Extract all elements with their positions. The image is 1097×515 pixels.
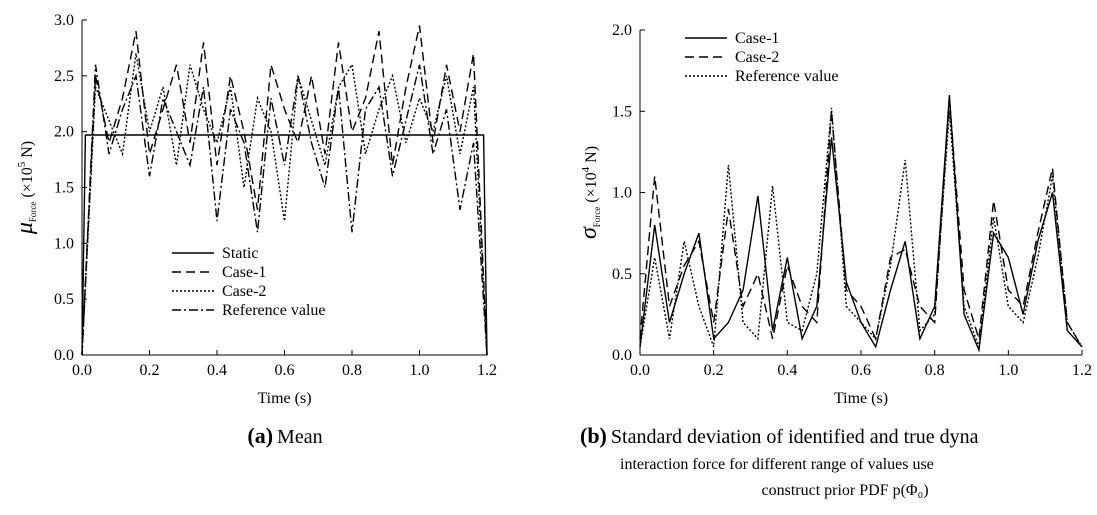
- caption-line: interaction force for different range of…: [620, 456, 934, 473]
- y-label-unit: N): [583, 146, 600, 167]
- y-tick-label: 2.0: [612, 22, 632, 39]
- legend-label: Reference value: [735, 68, 838, 85]
- x-tick-label: 0.4: [777, 362, 797, 379]
- y-label-subscript: Force: [28, 202, 38, 223]
- x-tick-label: 1.0: [410, 362, 430, 379]
- x-tick-label: 0.0: [72, 362, 92, 379]
- y-label-unit: N): [19, 141, 36, 162]
- y-label-symbol: σ: [576, 226, 602, 239]
- legend-label: Static: [222, 245, 258, 262]
- series-line: [81, 134, 488, 356]
- caption-line: construct prior PDF p(Φ₀): [761, 482, 928, 499]
- x-tick-label: 0.8: [925, 362, 945, 379]
- legend-label: Case-2: [735, 49, 779, 66]
- y-label-sup: 5: [16, 161, 28, 167]
- caption-label: (a): [247, 423, 273, 448]
- x-tick-label: 0.0: [630, 362, 650, 379]
- x-tick-label: 0.6: [275, 362, 295, 379]
- legend-label: Case-1: [222, 264, 266, 281]
- series-line: [639, 94, 1083, 353]
- y-tick-label: 0.0: [612, 347, 632, 364]
- y-label-subscript: Force: [592, 207, 602, 228]
- series-line: [639, 107, 1083, 348]
- y-label-symbol: μ: [12, 222, 38, 235]
- y-axis-label: σForce (×104 N): [576, 146, 602, 239]
- series-line: [639, 98, 1083, 348]
- x-tick-label: 0.2: [704, 362, 724, 379]
- y-label-sup: 4: [580, 166, 592, 172]
- y-label-text: (×10: [19, 167, 36, 201]
- caption-line: Standard deviation of identified and tru…: [611, 426, 979, 448]
- y-tick-label: 3.0: [54, 12, 74, 29]
- x-tick-label: 1.2: [477, 362, 497, 379]
- x-tick-label: 1.2: [1072, 362, 1092, 379]
- chart: 0.0 0.5 1.0 1.5 2.0 2.5 3.0 0.0 0.2 0.4 0.6 0.8 1.0 1…: [12, 12, 497, 448]
- caption: (b) Standard deviation of identified and…: [580, 423, 979, 448]
- series-line: [81, 64, 488, 356]
- x-tick-label: 0.4: [207, 362, 227, 379]
- x-tick-label: 0.6: [851, 362, 871, 379]
- x-tick-label: 0.2: [140, 362, 160, 379]
- caption-label: (b): [580, 423, 607, 448]
- y-tick-label: 2.0: [54, 124, 74, 141]
- caption: (a) Mean: [247, 423, 322, 448]
- y-tick-label: 0.0: [54, 347, 74, 364]
- x-tick-label: 0.8: [342, 362, 362, 379]
- y-label-text: (×10: [583, 172, 600, 206]
- x-axis-label: Time (s): [834, 390, 888, 407]
- y-tick-label: 1.5: [612, 103, 632, 120]
- y-tick-label: 0.5: [612, 266, 632, 283]
- y-tick-label: 2.5: [54, 68, 74, 85]
- y-tick-label: 1.0: [54, 235, 74, 252]
- x-axis-label: Time (s): [257, 390, 311, 407]
- series-line: [81, 25, 488, 356]
- series-line: [81, 53, 488, 356]
- legend-label: Case-2: [222, 283, 266, 300]
- caption-line: Mean: [277, 426, 323, 448]
- legend-label: Reference value: [222, 302, 325, 319]
- x-tick-label: 1.0: [998, 362, 1018, 379]
- chart: 0.0 0.5 1.0 1.5 2.0 0.0 0.2 0.4 0.6 0.8 1.0 1.2 Time…: [576, 22, 1092, 499]
- y-axis-label: μForce (×105 N): [12, 141, 38, 235]
- y-tick-label: 1.5: [54, 180, 74, 197]
- y-tick-label: 1.0: [612, 185, 632, 202]
- legend-label: Case-1: [735, 30, 779, 47]
- y-tick-label: 0.5: [54, 291, 74, 308]
